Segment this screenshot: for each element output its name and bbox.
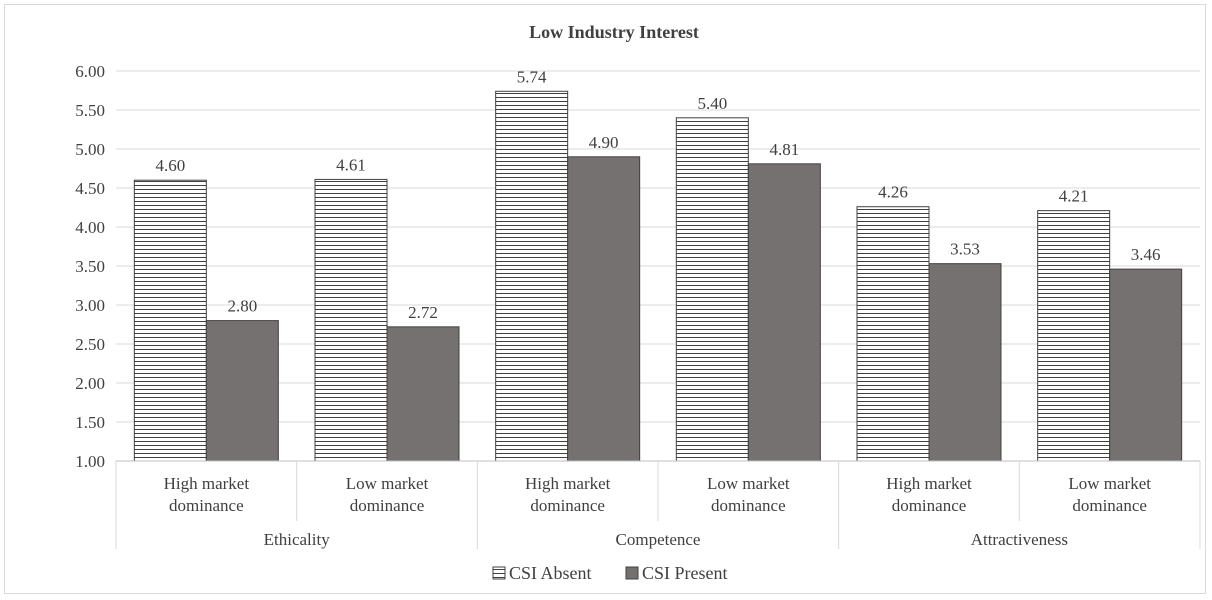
y-tick-label: 6.00 xyxy=(75,62,105,81)
legend-label-csi-present: CSI Present xyxy=(642,563,728,583)
x-category-label: Low market xyxy=(707,474,790,493)
chart-title: Low Industry Interest xyxy=(529,22,699,42)
x-category-label: dominance xyxy=(711,496,786,515)
data-label-csi-present: 2.80 xyxy=(227,297,257,316)
data-label-csi-absent: 5.40 xyxy=(697,94,727,113)
bar-csi-present xyxy=(1109,268,1183,462)
data-label-csi-absent: 4.61 xyxy=(336,155,366,174)
chart-area: Low Industry Interest 4.60 2.80 4.61 2.72 5.… xyxy=(4,4,1206,594)
x-category-label: dominance xyxy=(892,496,967,515)
bar-csi-present xyxy=(928,263,1002,462)
y-tick-label: 5.00 xyxy=(75,140,105,159)
x-category-label: dominance xyxy=(1072,496,1147,515)
legend-swatch-csi-present xyxy=(625,566,639,580)
data-label-csi-present: 2.72 xyxy=(408,303,438,322)
x-category-label: Low market xyxy=(1068,474,1151,493)
bar-csi-absent xyxy=(675,117,749,462)
bar-csi-absent xyxy=(314,178,388,462)
bar-csi-present xyxy=(205,320,279,462)
chart-svg: Low Industry Interest 4.60 2.80 4.61 2.72 5.… xyxy=(75,22,1201,583)
bar-csi-present xyxy=(747,163,821,462)
data-label-csi-absent: 4.26 xyxy=(878,183,908,202)
data-label-csi-absent: 4.60 xyxy=(155,156,185,175)
x-category-label: dominance xyxy=(350,496,425,515)
data-label-csi-present: 4.90 xyxy=(589,133,619,152)
y-tick-label: 3.50 xyxy=(75,257,105,276)
x-category-label: dominance xyxy=(530,496,605,515)
y-tick-label: 3.00 xyxy=(75,296,105,315)
data-label-csi-absent: 5.74 xyxy=(517,67,547,86)
legend-swatch-csi-absent xyxy=(492,566,506,580)
data-label-csi-present: 4.81 xyxy=(769,140,799,159)
bar-csi-absent xyxy=(133,179,207,462)
x-category-label: High market xyxy=(886,474,972,493)
x-category-label: High market xyxy=(164,474,250,493)
bar-csi-absent xyxy=(495,90,569,462)
bar-csi-present xyxy=(386,326,460,462)
y-tick-label: 1.00 xyxy=(75,452,105,471)
x-group-label: Attractiveness xyxy=(971,530,1068,549)
y-tick-label: 5.50 xyxy=(75,101,105,120)
data-label-csi-present: 3.46 xyxy=(1131,245,1161,264)
y-tick-label: 4.50 xyxy=(75,179,105,198)
legend-label-csi-absent: CSI Absent xyxy=(509,563,592,583)
y-tick-label: 2.00 xyxy=(75,374,105,393)
x-group-label: Competence xyxy=(616,530,701,549)
bar-csi-absent xyxy=(1037,210,1111,462)
x-category-label: High market xyxy=(525,474,611,493)
data-label-csi-present: 3.53 xyxy=(950,240,980,259)
x-group-label: Ethicality xyxy=(264,530,331,549)
bar-csi-absent xyxy=(856,206,930,462)
x-category-label: dominance xyxy=(169,496,244,515)
y-tick-label: 2.50 xyxy=(75,335,105,354)
bar-csi-present xyxy=(567,156,641,462)
y-tick-label: 4.00 xyxy=(75,218,105,237)
data-label-csi-absent: 4.21 xyxy=(1059,187,1089,206)
y-tick-label: 1.50 xyxy=(75,413,105,432)
x-category-label: Low market xyxy=(346,474,429,493)
